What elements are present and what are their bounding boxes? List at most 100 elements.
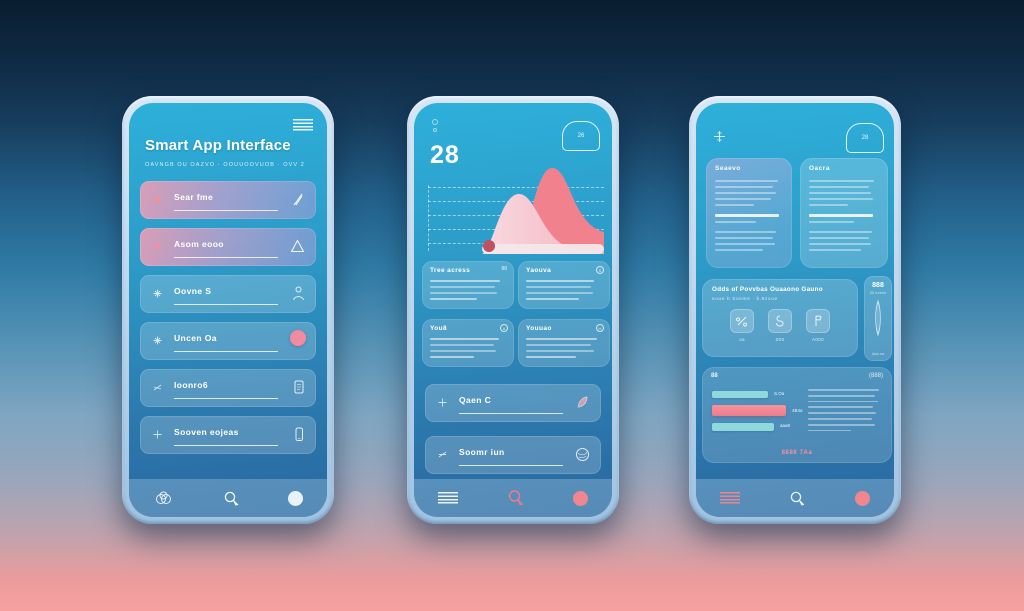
list-item-label: Ioonro6 (174, 380, 208, 390)
list-item-label: Soomr iun (459, 447, 505, 457)
menu-icon[interactable] (293, 119, 313, 132)
underline (459, 465, 563, 466)
leaf-icon (154, 195, 161, 204)
text-lines (430, 338, 506, 362)
info-card[interactable]: Tree acress 88 (422, 261, 514, 309)
bar-chart-card[interactable]: 88 (888) S.Oa 4B4a aaa8 (702, 367, 892, 463)
sparkle-icon (438, 398, 447, 407)
feather-icon[interactable] (574, 394, 591, 411)
bar-teal (712, 423, 774, 431)
profile-avatar-icon[interactable] (288, 490, 303, 506)
notification-dot[interactable] (290, 330, 306, 346)
page-subtitle: OAVNGB OU OAZVO · OOUUOOVUOB · OVV 2 (145, 162, 305, 168)
list-item[interactable]: Qaen C (425, 384, 601, 422)
phone-icon[interactable] (292, 426, 306, 443)
screen-middle: 28 26 Tree acres (414, 103, 612, 517)
gridline (428, 187, 604, 188)
sparkle-icon (153, 384, 162, 391)
list-item[interactable]: Asom eooo (140, 228, 316, 266)
decorative-dots (432, 119, 438, 132)
list-item[interactable]: Oovne S (140, 275, 316, 313)
phone-middle: 28 26 Tree acres (407, 96, 619, 524)
text-lines (715, 180, 783, 255)
loop-icon (776, 315, 784, 327)
chart-badge: (888) (868, 373, 883, 379)
card-title: You8 (430, 325, 448, 332)
bottom-nav (414, 479, 612, 517)
underline (459, 413, 563, 414)
chart-corner-label: 88 (711, 373, 718, 379)
list-item-label: Qaen C (459, 395, 492, 405)
bar-label: aaa8 (780, 423, 791, 428)
menu-icon[interactable] (438, 491, 458, 505)
card-badge: 88 (501, 266, 507, 272)
underline (174, 445, 278, 446)
content-card[interactable]: Oacra (800, 158, 888, 268)
sparkle-icon (153, 289, 162, 298)
card-title: Yaouva (526, 267, 552, 274)
card-title: Tree acress (430, 267, 471, 274)
stat-card[interactable]: 888 30 eveve Auto ea (864, 276, 892, 361)
pen-icon[interactable] (291, 191, 306, 207)
list-item-label: Oovne S (174, 286, 212, 296)
list-item-label: Sooven eojeas (174, 427, 239, 437)
info-card[interactable]: Yaouva S (518, 261, 610, 309)
search-icon[interactable] (507, 489, 525, 507)
blade-icon (875, 299, 881, 337)
bar-chart: S.Oa 4B4a aaa8 (712, 391, 804, 438)
arch-badge-label: 28 (861, 135, 869, 141)
text-lines (526, 280, 602, 304)
plus-icon[interactable] (712, 129, 727, 144)
person-icon[interactable] (291, 285, 306, 302)
stat-caption: 30 eveve (869, 291, 887, 295)
bottom-nav (696, 479, 894, 517)
list-item[interactable]: Ioonro6 (140, 369, 316, 407)
underline (174, 304, 278, 305)
feature-card[interactable]: Odds of Povvbas Ouaaono Gauno eoue b Soe… (702, 279, 858, 357)
feature-title: Odds of Povvbas Ouaaono Gauno (712, 286, 823, 293)
stat-number: 28 (430, 141, 460, 169)
stat-footer: Auto ea (871, 352, 885, 356)
search-icon[interactable] (223, 490, 240, 507)
list-item[interactable]: Sooven eojeas (140, 416, 316, 454)
flag-icon (815, 315, 822, 326)
stat-value: 888 (872, 282, 884, 289)
list-item[interactable]: Uncen Oa (140, 322, 316, 360)
profile-avatar-icon[interactable] (573, 490, 588, 506)
icon-tile[interactable]: oa (730, 309, 754, 342)
text-lines (430, 280, 506, 304)
tile-label: A000 (811, 337, 825, 342)
card-title: Youuao (526, 325, 552, 332)
bottom-nav (129, 479, 327, 517)
globe-icon[interactable] (574, 446, 591, 463)
info-card[interactable]: Youuao H (518, 319, 610, 367)
icon-tile[interactable]: A000 (806, 309, 830, 342)
search-icon[interactable] (789, 490, 806, 507)
tile-label: oa (739, 337, 745, 342)
area-chart-curves (482, 168, 604, 254)
list-item[interactable]: Sear fme (140, 181, 316, 219)
info-card[interactable]: You8 8 (422, 319, 514, 367)
sparkle-icon (153, 336, 162, 345)
icon-tile[interactable]: 000 (768, 309, 792, 342)
tile-label: 000 (775, 337, 785, 342)
arch-badge[interactable]: 28 (846, 123, 884, 153)
list-item[interactable]: Soomr iun (425, 436, 601, 474)
bar-row: aaa8 (712, 423, 804, 431)
content-card[interactable]: Seaevo (706, 158, 792, 268)
profile-avatar-icon[interactable] (855, 490, 870, 506)
menu-icon[interactable] (720, 491, 740, 505)
area-chart (428, 163, 604, 254)
page-title: Smart App Interface (145, 137, 291, 154)
bar-row: 4B4a (712, 405, 804, 416)
arch-badge-label: 26 (577, 133, 585, 139)
bell-icon[interactable] (289, 238, 306, 254)
chart-footer-link[interactable]: 8888 7Aa (781, 450, 813, 456)
arch-badge[interactable]: 26 (562, 121, 600, 151)
document-icon[interactable] (292, 379, 306, 395)
card-title: Oacra (809, 165, 830, 172)
list-item-label: Asom eooo (174, 239, 224, 249)
bar-label: S.Oa (774, 391, 785, 396)
bar-pink (712, 405, 786, 416)
home-icon[interactable] (153, 490, 175, 506)
